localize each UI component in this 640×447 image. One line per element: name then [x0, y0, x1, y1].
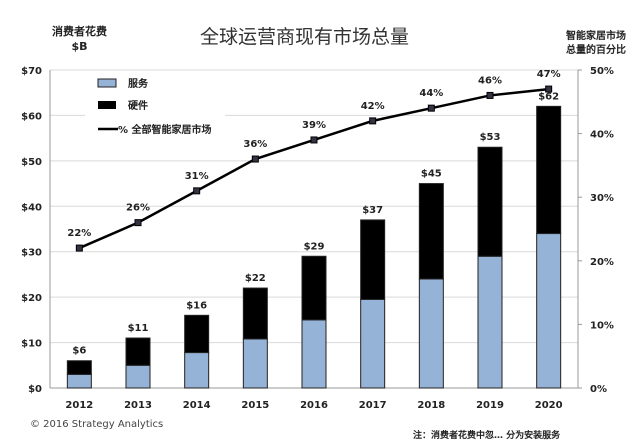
copyright: © 2016 Strategy Analytics	[30, 419, 164, 430]
percent-point	[369, 117, 377, 125]
footnote: 注：消费者花费中忽… 分为安装服务	[413, 431, 561, 441]
hardware-bar	[184, 314, 210, 354]
legend-swatch-service	[97, 78, 117, 88]
left-tick-label: $10	[21, 339, 42, 350]
hardware-bar	[125, 337, 151, 366]
chart-title: 全球运营商现有市场总量	[200, 26, 410, 48]
right-tick-label: 50%	[590, 66, 614, 77]
percent-label: 36%	[243, 139, 267, 150]
total-label: $45	[421, 169, 442, 180]
percent-point	[251, 155, 259, 163]
hardware-bar	[360, 219, 386, 300]
left-tick-label: $40	[21, 202, 42, 213]
percent-point	[134, 219, 142, 227]
x-tick-label: 2015	[241, 400, 269, 411]
right-axis-title: 智能家居市场 总量的百分比	[566, 30, 626, 58]
service-bar	[184, 352, 210, 389]
service-bar	[301, 319, 327, 389]
left-tick-label: $20	[21, 293, 42, 304]
percent-label: 47%	[537, 69, 561, 80]
total-label: $37	[362, 205, 383, 216]
left-tick-label: $30	[21, 248, 42, 259]
hardware-bar	[301, 255, 327, 321]
x-tick-label: 2012	[65, 400, 93, 411]
right-tick-label: 0%	[590, 384, 607, 395]
percent-label: 22%	[67, 228, 91, 239]
legend-label-hardware: 硬件	[128, 99, 148, 112]
percent-label: 39%	[302, 120, 326, 131]
percent-label: 26%	[126, 203, 150, 214]
hardware-bar	[66, 360, 92, 375]
legend-label-service: 服务	[128, 77, 149, 90]
percent-label: 44%	[419, 88, 443, 99]
right-tick-label: 30%	[590, 193, 614, 204]
hardware-bar	[418, 183, 444, 280]
left-axis-title-line1: 消费者花费	[52, 25, 107, 38]
left-tick-label: $50	[21, 157, 42, 168]
total-label: $29	[304, 241, 325, 252]
service-bar	[242, 338, 268, 389]
x-tick-label: 2017	[359, 400, 387, 411]
x-tick-label: 2014	[183, 400, 211, 411]
left-tick-label: $60	[21, 111, 42, 122]
legend-swatch-hardware	[98, 101, 116, 109]
total-label: $62	[538, 91, 559, 102]
left-tick-label: $70	[21, 66, 42, 77]
percent-label: 42%	[361, 101, 385, 112]
percent-point	[75, 244, 83, 252]
hardware-bar	[477, 146, 503, 257]
total-label: $16	[186, 300, 207, 311]
right-tick-label: 20%	[590, 257, 614, 268]
service-bar	[125, 364, 151, 389]
percent-point	[486, 91, 494, 99]
x-tick-label: 2020	[535, 400, 563, 411]
total-label: $53	[480, 132, 501, 143]
percent-label: 31%	[185, 171, 209, 182]
hardware-bar	[242, 287, 268, 340]
x-tick-label: 2018	[417, 400, 445, 411]
right-axis-title-line2: 总量的百分比	[566, 45, 626, 56]
service-bar	[360, 298, 386, 389]
total-label: $22	[245, 273, 266, 284]
x-tick-label: 2013	[124, 400, 152, 411]
percent-point	[310, 136, 318, 144]
percent-point	[427, 104, 435, 112]
legend-label-line: % 全部智能家居市场	[118, 123, 212, 136]
service-bar	[477, 255, 503, 389]
right-axis-title-line1: 智能家居市场	[566, 31, 626, 42]
service-bar	[66, 373, 92, 389]
total-label: $11	[128, 323, 149, 334]
percent-label: 46%	[478, 75, 502, 86]
percent-point	[193, 187, 201, 195]
service-bar	[536, 233, 562, 389]
right-tick-label: 10%	[590, 320, 614, 331]
right-tick-label: 40%	[590, 130, 614, 141]
x-tick-label: 2019	[476, 400, 504, 411]
left-tick-label: $0	[28, 384, 42, 395]
total-label: $6	[72, 346, 86, 357]
hardware-bar	[536, 105, 562, 235]
left-axis-title-line2: $B	[71, 40, 88, 53]
x-tick-label: 2016	[300, 400, 328, 411]
service-bar	[418, 278, 444, 389]
left-axis-title: 消费者花费 $B	[52, 24, 107, 54]
percent-point	[545, 85, 553, 93]
